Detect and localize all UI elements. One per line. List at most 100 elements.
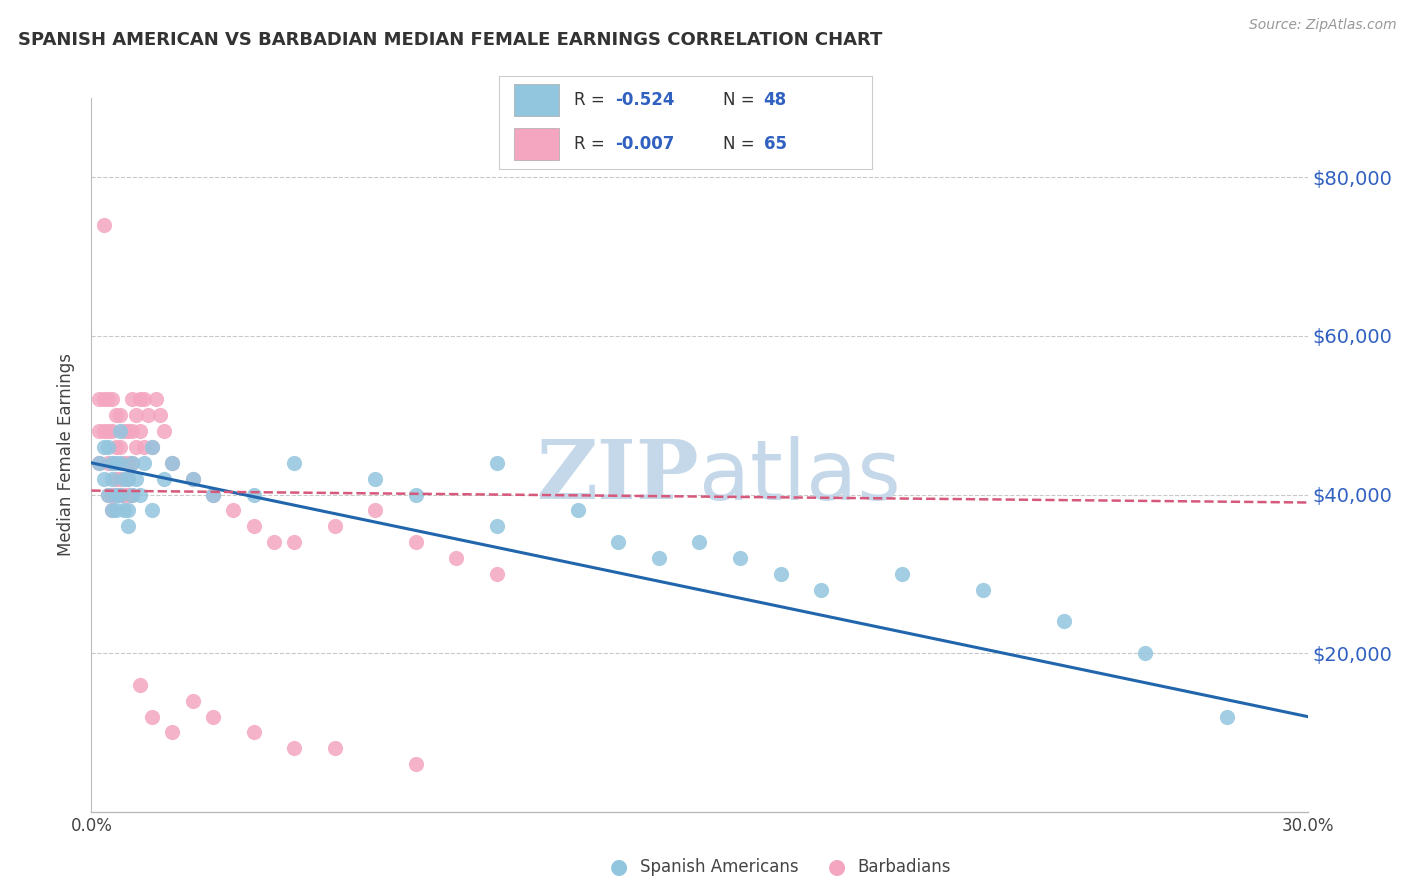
Point (100, 456, 122, 470)
Text: 48: 48 (763, 91, 787, 109)
Point (112, 487, 135, 501)
Point (104, 503, 127, 517)
Text: atlas: atlas (699, 436, 901, 516)
Point (89, 456, 111, 470)
Point (89, 392, 111, 407)
Point (648, 551, 671, 566)
Bar (515, 128, 558, 160)
Point (104, 487, 127, 501)
Point (283, 741, 305, 756)
Point (112, 472, 135, 486)
Text: Spanish Americans: Spanish Americans (640, 858, 799, 876)
Point (100, 392, 122, 407)
Point (162, 456, 184, 470)
Point (607, 535, 630, 549)
Point (117, 472, 139, 486)
Text: ●: ● (828, 857, 845, 877)
Point (1053, 615, 1076, 629)
Point (242, 487, 264, 501)
Point (97, 487, 120, 501)
Y-axis label: Median Female Earnings: Median Female Earnings (58, 353, 76, 557)
Point (112, 424, 135, 438)
Point (688, 535, 710, 549)
Bar (515, 84, 558, 116)
Point (117, 456, 139, 470)
Point (323, 741, 346, 756)
Point (104, 472, 127, 486)
Point (129, 424, 152, 438)
Point (100, 487, 122, 501)
Point (132, 392, 155, 407)
Point (972, 582, 994, 597)
Point (97, 456, 120, 470)
Point (141, 709, 163, 723)
Point (141, 440, 163, 454)
Point (202, 709, 225, 723)
Text: 65: 65 (763, 136, 787, 153)
Point (129, 678, 152, 692)
Point (97, 487, 120, 501)
Point (283, 535, 305, 549)
Point (117, 472, 139, 486)
Point (181, 694, 204, 708)
Point (132, 456, 155, 470)
Point (121, 424, 143, 438)
Point (769, 566, 792, 581)
Point (141, 503, 163, 517)
Point (1135, 646, 1157, 660)
Point (153, 424, 176, 438)
Point (485, 566, 508, 581)
Point (242, 519, 264, 533)
Point (117, 424, 139, 438)
Point (129, 392, 152, 407)
Text: -0.007: -0.007 (614, 136, 673, 153)
Point (728, 551, 751, 566)
Point (100, 456, 122, 470)
Point (125, 440, 148, 454)
Point (323, 519, 346, 533)
Point (162, 456, 184, 470)
Point (89, 424, 111, 438)
Point (153, 472, 176, 486)
Text: N =: N = (723, 91, 759, 109)
Point (93, 392, 115, 407)
Point (93, 440, 115, 454)
Point (104, 456, 127, 470)
Point (364, 503, 387, 517)
Point (181, 472, 204, 486)
Point (104, 487, 127, 501)
Point (100, 503, 122, 517)
Point (810, 582, 832, 597)
Point (162, 725, 184, 739)
Text: Barbadians: Barbadians (858, 858, 952, 876)
Point (93, 218, 115, 232)
Point (485, 519, 508, 533)
Point (112, 456, 135, 470)
Point (202, 487, 225, 501)
Point (364, 472, 387, 486)
Point (121, 392, 143, 407)
Point (567, 503, 589, 517)
Point (108, 424, 131, 438)
Point (97, 392, 120, 407)
Point (181, 472, 204, 486)
Point (112, 503, 135, 517)
Point (405, 757, 427, 772)
Point (108, 440, 131, 454)
Point (125, 409, 148, 423)
Point (108, 409, 131, 423)
Point (121, 487, 143, 501)
Point (444, 551, 467, 566)
Point (485, 456, 508, 470)
Point (129, 487, 152, 501)
Point (405, 487, 427, 501)
Text: R =: R = (574, 91, 610, 109)
Point (108, 472, 131, 486)
Point (1215, 709, 1237, 723)
Point (93, 472, 115, 486)
Point (132, 440, 155, 454)
Point (117, 519, 139, 533)
Text: N =: N = (723, 136, 759, 153)
Point (121, 456, 143, 470)
Point (108, 487, 131, 501)
